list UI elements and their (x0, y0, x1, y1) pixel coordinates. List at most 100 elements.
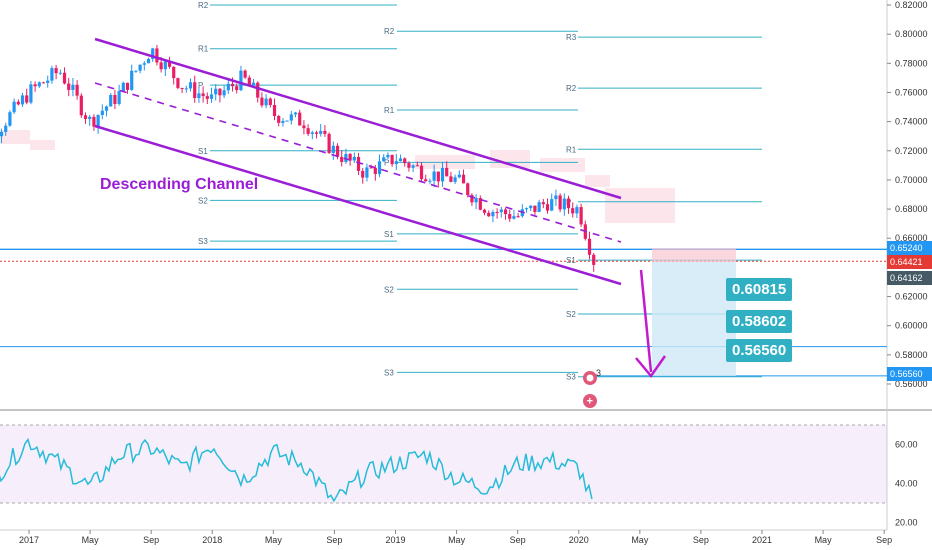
x-tick-label: 2017 (19, 535, 39, 545)
candle-body (272, 104, 277, 117)
candle-body (314, 132, 319, 134)
candle-body (96, 114, 100, 127)
channel-annotation: Descending Channel (100, 176, 259, 193)
candle-body (146, 58, 151, 64)
candle-body (382, 157, 386, 162)
candle-body (298, 112, 302, 126)
candle-body (348, 153, 352, 161)
channel-mid (94, 82, 622, 243)
candle-body (71, 84, 75, 90)
target-arrow (635, 269, 667, 379)
event-icons: 3 + (583, 368, 601, 408)
candle-body (75, 84, 79, 96)
candle-body (529, 205, 533, 209)
candle-body (214, 88, 218, 95)
pivot-label: S2 (198, 196, 208, 205)
candle-body (524, 208, 529, 210)
candle-body (142, 63, 146, 65)
candle-body (109, 94, 113, 107)
candle-body (268, 98, 272, 105)
candle-body (499, 209, 503, 213)
candle-body (264, 98, 268, 106)
candle-body (403, 158, 407, 164)
y-tick-label: 0.76000 (895, 87, 928, 97)
rsi-tick-label: 20.00 (895, 518, 918, 528)
channel-lower (94, 124, 622, 286)
y-tick-label: 0.62000 (895, 292, 928, 302)
candle-body (41, 82, 46, 84)
candle-body (0, 131, 4, 137)
event-icon-plus[interactable] (583, 394, 597, 408)
ichimoku-cloud (0, 130, 675, 223)
target-zone (652, 248, 736, 376)
candle-body (218, 88, 222, 96)
candle-body (193, 82, 197, 99)
y-tick-label: 0.70000 (895, 175, 928, 185)
candle-body (130, 70, 134, 90)
target-box: 0.58602 (726, 310, 793, 333)
rsi-band (0, 425, 887, 503)
candle-body (571, 208, 575, 214)
candle-body (155, 48, 159, 63)
candle-body (331, 145, 335, 153)
x-tick-label: 2018 (202, 535, 222, 545)
candle-body (100, 110, 104, 115)
pivot-label: S1 (566, 256, 576, 265)
candle-body (369, 167, 373, 169)
rsi-series (0, 437, 593, 503)
x-tick-label: May (815, 535, 833, 545)
candle-body (398, 158, 403, 162)
candle-body (449, 176, 453, 182)
candle-body (550, 199, 554, 211)
candle-body (125, 82, 130, 90)
candle-body (512, 216, 516, 219)
y-tick-label: 0.78000 (895, 58, 928, 68)
candle-body (344, 153, 348, 162)
candle-body (83, 115, 88, 119)
candle-body (117, 91, 121, 104)
candle-body (445, 167, 449, 177)
candle-body (356, 156, 361, 171)
candle-body (256, 82, 260, 98)
y-tick-label: 0.82000 (895, 0, 928, 10)
time-axis-ticks: 2017 May Sep 2018 May Sep 2019 May Sep 2020 May Sep… (19, 530, 892, 545)
candle-body (310, 132, 314, 134)
y-tick-label: 0.66000 (895, 233, 928, 243)
x-tick-label: Sep (876, 535, 892, 545)
candle-body (209, 94, 214, 99)
candle-body (562, 198, 566, 210)
candle-body (495, 211, 499, 213)
x-tick-label: May (448, 535, 466, 545)
target-box: 0.60815 (726, 278, 793, 301)
y-tick-label: 0.74000 (895, 117, 928, 127)
cloud-segment (605, 188, 675, 223)
candles (0, 44, 596, 272)
candle-body (226, 83, 230, 91)
pivot-label: S3 (384, 368, 394, 377)
candle-body (537, 202, 541, 212)
price-label: 0.64421 (887, 255, 932, 269)
cloud-segment (585, 175, 610, 187)
pivot-label: R2 (198, 1, 209, 10)
pivot-label: S1 (384, 230, 394, 239)
candle-body (16, 101, 20, 105)
pivot-label: R2 (566, 84, 577, 93)
pivot-label: R1 (384, 106, 395, 115)
profit-zone (652, 262, 736, 376)
candle-body (235, 86, 239, 91)
candle-body (92, 116, 96, 127)
candle-body (54, 68, 58, 74)
candle-body (554, 195, 558, 200)
candle-body (151, 48, 155, 59)
channel-upper (94, 37, 622, 200)
candle-body (487, 212, 491, 217)
candle-body (25, 95, 29, 103)
candle-body (503, 209, 508, 215)
candle-body (352, 156, 356, 161)
x-tick-label: 2021 (752, 535, 772, 545)
x-tick-label: May (82, 535, 100, 545)
pivot-label: P (198, 81, 203, 90)
rsi-line (0, 437, 593, 503)
candle-body (293, 112, 298, 115)
